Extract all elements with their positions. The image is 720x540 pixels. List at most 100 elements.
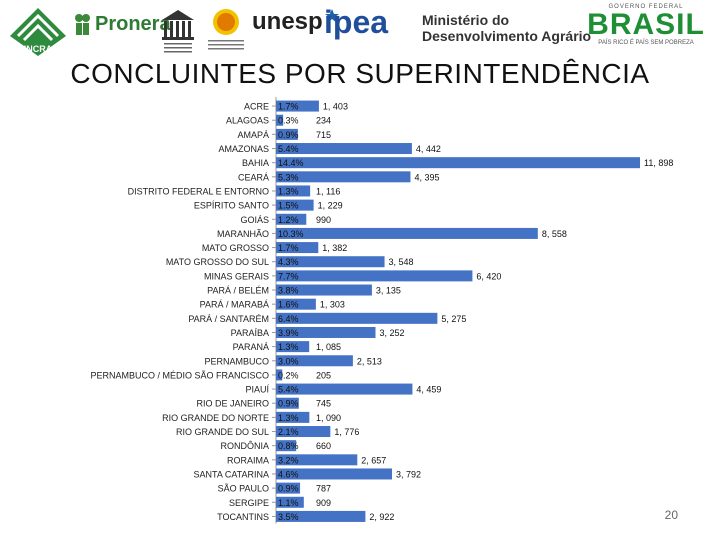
category-label: PIAUÍ xyxy=(245,385,269,395)
unesco-temple-icon xyxy=(162,10,194,53)
value-label: 909 xyxy=(316,498,331,508)
percentage-label: 0.8% xyxy=(278,441,299,451)
bar xyxy=(276,100,319,112)
category-label: TOCANTINS xyxy=(217,512,269,522)
unesp-text: unesp xyxy=(252,8,323,35)
bar xyxy=(276,270,473,282)
percentage-label: 1.1% xyxy=(278,498,299,508)
value-label: 2, 922 xyxy=(369,512,394,522)
category-label: GOIÁS xyxy=(240,215,269,225)
ipea-text: ipea xyxy=(324,4,389,40)
percentage-label: 1.7% xyxy=(278,102,299,112)
percentage-label: 3.0% xyxy=(278,356,299,366)
bar xyxy=(276,369,283,381)
category-label: AMAZONAS xyxy=(218,144,269,154)
category-label: PARÁ / MARABÁ xyxy=(200,300,269,310)
value-label: 5, 275 xyxy=(441,314,466,324)
brasil-text: BRASIL xyxy=(587,8,705,41)
bar xyxy=(276,128,298,140)
category-label: SÃO PAULO xyxy=(218,484,269,494)
mda-line1: Ministério do xyxy=(422,12,510,28)
value-label: 2, 513 xyxy=(357,356,382,366)
bar xyxy=(276,341,310,353)
bar xyxy=(276,510,366,522)
percentage-label: 3.9% xyxy=(278,328,299,338)
bar xyxy=(276,312,438,324)
category-label: PERNAMBUCO xyxy=(204,356,269,366)
percentage-label: 5.4% xyxy=(278,144,299,154)
percentage-label: 0.3% xyxy=(278,116,299,126)
value-label: 2, 657 xyxy=(361,455,386,465)
pronera-text: Pronera xyxy=(95,12,171,35)
bar xyxy=(276,454,358,466)
bar xyxy=(276,143,412,155)
percentage-label: 1.3% xyxy=(278,342,299,352)
value-label: 3, 792 xyxy=(396,469,421,479)
percentage-label: 4.3% xyxy=(278,257,299,267)
percentage-label: 10.3% xyxy=(278,229,304,239)
category-label: PARANÁ xyxy=(233,342,269,352)
unesp-star-icon xyxy=(324,9,339,23)
pronera-icon xyxy=(75,14,90,35)
percentage-label: 0.9% xyxy=(278,484,299,494)
category-label: RIO GRANDE DO SUL xyxy=(176,427,269,437)
bar xyxy=(276,383,413,395)
value-label: 8, 558 xyxy=(542,229,567,239)
bar xyxy=(276,496,304,508)
category-label: PARAÍBA xyxy=(231,328,269,338)
unitrabalho-emblem-icon xyxy=(208,9,244,50)
percentage-label: 1.7% xyxy=(278,243,299,253)
category-label: ACRE xyxy=(244,102,269,112)
bar xyxy=(276,213,307,225)
category-label: MINAS GERAIS xyxy=(204,271,269,281)
percentage-label: 0.2% xyxy=(278,370,299,380)
mda-line2: Desenvolvimento Agrário xyxy=(422,28,592,44)
value-label: 1, 116 xyxy=(316,186,340,196)
percentage-label: 3.8% xyxy=(278,286,299,296)
percentage-label: 2.1% xyxy=(278,427,299,437)
unitrabalho-logo xyxy=(204,6,248,54)
category-label: PARÁ / BELÉM xyxy=(207,286,269,296)
percentage-label: 6.4% xyxy=(278,314,299,324)
bar xyxy=(276,440,297,452)
brasil-top-text: GOVERNO FEDERAL xyxy=(608,4,684,10)
value-label: 6, 420 xyxy=(476,271,501,281)
value-label: 3, 135 xyxy=(376,286,401,296)
value-label: 715 xyxy=(316,130,331,140)
bar xyxy=(276,256,385,268)
value-label: 1, 303 xyxy=(320,300,345,310)
value-label: 234 xyxy=(316,116,331,126)
percentage-label: 5.4% xyxy=(278,385,299,395)
bar xyxy=(276,227,538,239)
category-label: ESPÍRITO SANTO xyxy=(194,201,269,211)
bar xyxy=(276,185,311,197)
category-label: PARÁ / SANTARÉM xyxy=(188,314,269,324)
bar xyxy=(276,199,314,211)
incra-emblem-icon: INCRA xyxy=(10,8,66,56)
category-label: BAHIA xyxy=(242,158,269,168)
percentage-label: 3.2% xyxy=(278,455,299,465)
category-label: PERNAMBUCO / MÉDIO SÃO FRANCISCO xyxy=(90,370,269,380)
category-label: SANTA CATARINA xyxy=(193,469,269,479)
category-label: AMAPÁ xyxy=(237,130,269,140)
ipea-logo: ipea xyxy=(324,4,388,41)
value-label: 4, 395 xyxy=(414,172,439,182)
bar xyxy=(276,114,284,126)
incra-logo: INCRA xyxy=(8,6,68,58)
percentage-label: 1.3% xyxy=(278,413,299,423)
incra-text: INCRA xyxy=(24,44,53,54)
bar xyxy=(276,284,372,296)
value-label: 745 xyxy=(316,399,331,409)
value-label: 990 xyxy=(316,215,331,225)
value-label: 3, 252 xyxy=(379,328,404,338)
page-number: 20 xyxy=(664,508,678,522)
category-label: RORAIMA xyxy=(227,455,269,465)
bar xyxy=(276,411,310,423)
value-label: 660 xyxy=(316,441,331,451)
bar xyxy=(276,326,376,338)
category-label: DISTRITO FEDERAL E ENTORNO xyxy=(128,186,269,196)
value-label: 1, 382 xyxy=(322,243,347,253)
category-label: MATO GROSSO DO SUL xyxy=(166,257,269,267)
bar xyxy=(276,171,411,183)
brasil-slogan-text: PAÍS RICO É PAÍS SEM POBREZA xyxy=(598,40,694,46)
